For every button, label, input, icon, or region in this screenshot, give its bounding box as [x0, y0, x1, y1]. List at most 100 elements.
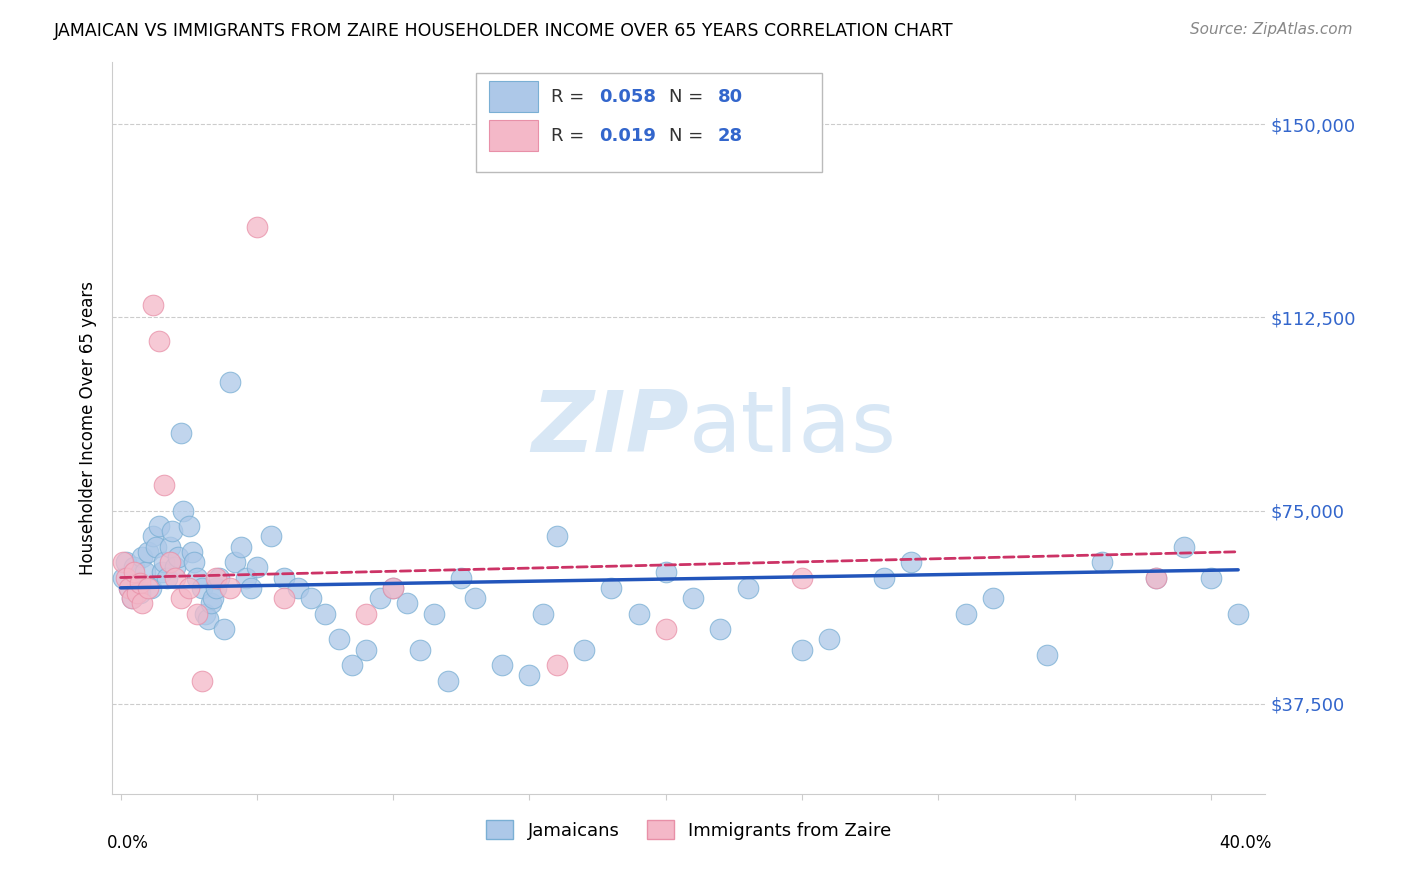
Point [368, 591, 391, 606]
Point [246, 560, 269, 574]
Point [1199, 570, 1222, 584]
Point [709, 622, 731, 636]
Text: 0.058: 0.058 [599, 87, 657, 106]
Point [197, 612, 219, 626]
Point [183, 555, 205, 569]
Point [121, 591, 143, 606]
Point [955, 607, 977, 621]
Point [395, 596, 418, 610]
Text: 28: 28 [718, 127, 742, 145]
Point [150, 566, 173, 580]
Point [328, 632, 350, 647]
Point [118, 581, 141, 595]
Point [125, 586, 148, 600]
Point [125, 575, 148, 590]
Text: N =: N = [669, 127, 710, 145]
Point [301, 591, 323, 606]
Point [136, 581, 159, 595]
Point [153, 478, 176, 492]
Point [202, 591, 225, 606]
Text: R =: R = [551, 127, 589, 145]
Point [148, 519, 170, 533]
Point [1144, 570, 1167, 584]
Text: ZIP: ZIP [531, 386, 689, 470]
Point [682, 591, 704, 606]
Point [354, 607, 377, 621]
Point [436, 673, 458, 688]
Point [354, 642, 377, 657]
Point [169, 591, 191, 606]
Point [142, 529, 165, 543]
Point [737, 581, 759, 595]
Point [200, 596, 222, 610]
Point [382, 581, 405, 595]
Text: 0.0%: 0.0% [107, 834, 149, 852]
Point [546, 658, 568, 673]
Point [873, 570, 896, 584]
Point [128, 586, 150, 600]
FancyBboxPatch shape [475, 73, 821, 172]
Point [142, 297, 165, 311]
Point [314, 607, 336, 621]
Point [191, 581, 214, 595]
Point [235, 570, 257, 584]
Text: Source: ZipAtlas.com: Source: ZipAtlas.com [1189, 22, 1353, 37]
Point [464, 591, 486, 606]
Point [218, 375, 240, 389]
Point [627, 607, 650, 621]
Point [115, 570, 138, 584]
Point [790, 642, 813, 657]
Point [169, 426, 191, 441]
Point [121, 591, 143, 606]
Point [159, 555, 181, 569]
Point [148, 334, 170, 348]
Point [1036, 648, 1059, 662]
Point [818, 632, 841, 647]
Y-axis label: Householder Income Over 65 years: Householder Income Over 65 years [79, 281, 97, 575]
Bar [489, 120, 538, 151]
Point [136, 545, 159, 559]
Point [342, 658, 364, 673]
Point [115, 555, 138, 569]
Point [159, 540, 181, 554]
Legend: Jamaicans, Immigrants from Zaire: Jamaicans, Immigrants from Zaire [479, 814, 898, 847]
Point [145, 540, 167, 554]
Point [208, 570, 231, 584]
Point [259, 529, 281, 543]
Point [177, 519, 200, 533]
Point [218, 581, 240, 595]
Text: atlas: atlas [689, 386, 897, 470]
Point [655, 622, 678, 636]
Point [194, 607, 217, 621]
Point [212, 622, 235, 636]
Bar [489, 81, 538, 112]
Point [112, 555, 135, 569]
Point [981, 591, 1004, 606]
Point [186, 607, 208, 621]
Point [205, 581, 228, 595]
Text: JAMAICAN VS IMMIGRANTS FROM ZAIRE HOUSEHOLDER INCOME OVER 65 YEARS CORRELATION C: JAMAICAN VS IMMIGRANTS FROM ZAIRE HOUSEH… [53, 22, 953, 40]
Point [112, 570, 135, 584]
Point [124, 560, 146, 574]
Point [546, 529, 568, 543]
Point [191, 673, 214, 688]
Text: R =: R = [551, 87, 589, 106]
Point [180, 545, 202, 559]
Point [165, 560, 187, 574]
Point [172, 503, 194, 517]
Point [1091, 555, 1114, 569]
Point [572, 642, 595, 657]
Point [491, 658, 513, 673]
Point [273, 591, 295, 606]
Point [900, 555, 922, 569]
Point [519, 668, 541, 682]
Point [382, 581, 405, 595]
Text: 40.0%: 40.0% [1219, 834, 1271, 852]
Point [139, 581, 162, 595]
Point [134, 566, 156, 580]
Point [655, 566, 678, 580]
Point [224, 555, 246, 569]
Point [273, 570, 295, 584]
Point [177, 581, 200, 595]
Text: 80: 80 [718, 87, 742, 106]
